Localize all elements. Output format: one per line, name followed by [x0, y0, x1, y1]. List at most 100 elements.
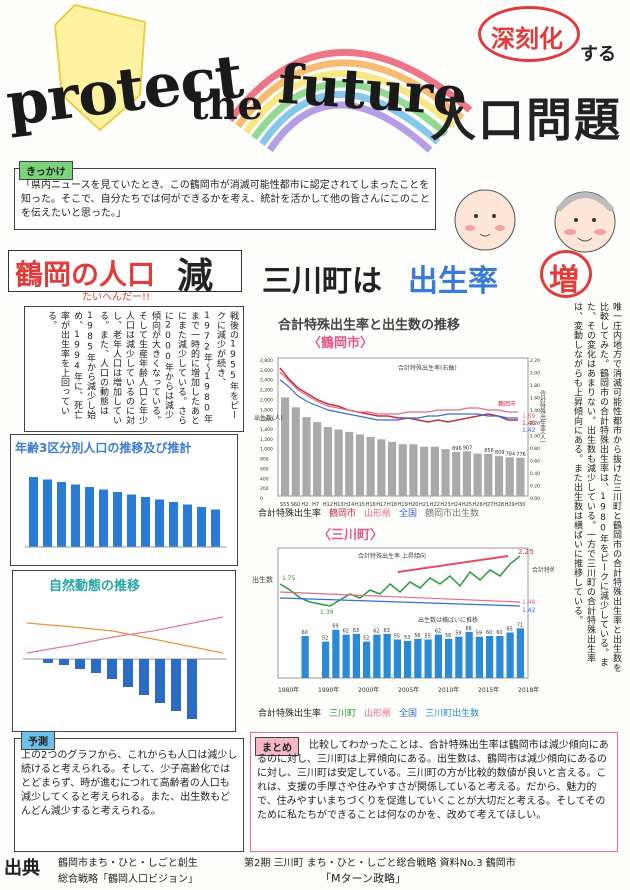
mikawa-bar-label: 52 — [363, 636, 369, 642]
tsuruoka-x-label: H13 — [333, 502, 343, 508]
tsuruoka-birth-bar — [302, 417, 311, 496]
kikkake-label: きっかけ — [19, 161, 73, 180]
dynamics-bar — [155, 659, 165, 703]
mikawa-bar-label: 56 — [445, 633, 451, 639]
mikawa-bar-label: 55 — [425, 634, 431, 640]
mikawa-birth-bar — [434, 634, 442, 678]
tsuruoka-x-label: H15 — [355, 502, 365, 508]
mikawa-bar-label: 60 — [302, 630, 308, 636]
tsuruoka-y-left-tick: 2,600 — [260, 368, 273, 374]
national-rate-line — [279, 379, 518, 421]
tsuruoka-x-label: H14 — [344, 502, 354, 508]
mikawa-birth-bar — [506, 632, 514, 678]
tsuruoka-x-label: H18 — [387, 502, 397, 508]
tsuruoka-x-label: H12 — [323, 502, 333, 508]
tsuruoka-y-left-label: 出生数(人) — [254, 414, 283, 422]
dynamics-bar — [75, 659, 85, 669]
yosoku-label: 予測 — [21, 731, 55, 750]
mikawa-bar-label: 63 — [353, 628, 359, 634]
tsuruoka-y-right-tick: 1.40 — [530, 408, 540, 414]
tsuruoka-x-label: H16 — [366, 502, 376, 508]
mikawa-birth-bar — [496, 636, 504, 678]
mikawa-bar-label: 60 — [486, 630, 492, 636]
tsuruoka-y-left-tick: 0 — [260, 496, 263, 502]
tsuruoka-y-left-tick: 1,000 — [260, 447, 273, 453]
legend-item: 合計特殊出生率 — [258, 709, 322, 719]
mikawa-rate-end: 2.25 — [518, 548, 534, 556]
age-bar — [57, 482, 66, 547]
mikawa-x-label: 2000年 — [358, 686, 379, 694]
tsuruoka-y-right-tick: 1.60 — [530, 396, 540, 402]
tsuruoka-birth-bar — [430, 446, 439, 496]
tsuruoka-birth-bar — [398, 444, 407, 496]
left-column-text: 戦後の1955年をピークに減少が続き、1972年〜1980年まで一時的に増加した… — [46, 311, 238, 425]
shinkoku-badge: 深刻化 — [478, 6, 580, 62]
mikawa-bar-label: 69 — [332, 624, 338, 630]
tsuruoka-x-label: S55 — [280, 502, 290, 508]
tsuruoka-bar-label: 809 — [495, 450, 505, 456]
dynamics-chart-svg — [23, 616, 227, 719]
matome-label: まとめ — [255, 737, 299, 756]
footer-source1: 鶴岡市まち・ひと・しごと創生 — [58, 858, 198, 869]
tsuruoka-birth-bar — [409, 444, 418, 496]
mikawa-birth-bar — [363, 641, 371, 678]
age-bar — [211, 509, 220, 547]
tsuruoka-x-label: H19 — [398, 502, 408, 508]
kikkake-text: 「県内ニュースを見ていたとき、この鶴岡市が消滅可能性都市に認定されてしまったこと… — [21, 180, 430, 219]
tsuruoka-x-label: H30 — [515, 502, 525, 508]
mikawa-birth-bar — [322, 641, 330, 678]
dynamics-bar — [107, 659, 117, 679]
matome-text: 比較してわかったことは、合計特殊出生率は鶴岡市は減少傾向にあるのに対し、三川町は… — [257, 740, 609, 821]
center-chart-title: 合計特殊出生率と出生数の推移 — [278, 318, 461, 333]
age-bar — [113, 492, 122, 547]
tsuruoka-birth-bar — [323, 427, 332, 496]
left-heading-main: 鶴岡の人口 — [15, 258, 156, 291]
dynamics-bar — [91, 659, 101, 673]
tsuruoka-y-left-tick: 1,600 — [260, 417, 273, 423]
tsuruoka-x-label: H2 — [301, 502, 308, 508]
tsuruoka-legend-title: 合計特殊出生率(右軸) — [398, 364, 457, 372]
dynamics-bar — [123, 659, 133, 687]
tsuruoka-birth-bar — [494, 456, 504, 496]
mikawa-rate-start: 1.75 — [282, 575, 296, 582]
mikawa-birth-bar — [414, 638, 422, 678]
legend-item: 合計特殊出生率 — [258, 509, 322, 519]
tsuruoka-birth-bar — [505, 457, 514, 496]
tsuruoka-birth-bar — [355, 434, 365, 496]
legend-item: 鶴岡市 — [329, 509, 357, 519]
tsuruoka-birth-bar — [452, 451, 461, 496]
mikawa-x-label: 1990年 — [318, 686, 339, 694]
yamagata-rate-line — [279, 371, 518, 415]
tsuruoka-city-end: 1.48 — [522, 420, 536, 427]
mikawa-bar-label: 66 — [466, 626, 472, 632]
tsuruoka-rate-line — [279, 367, 518, 423]
tsuruoka-y-left-tick: 800 — [260, 457, 269, 463]
tsuruoka-x-label: H17 — [376, 502, 386, 508]
tsuruoka-y-right-tick: 2.20 — [530, 358, 540, 364]
tsuruoka-birth-bar — [473, 453, 482, 496]
tsuruoka-birth-bar — [334, 429, 343, 496]
mikawa-bar-label: 53 — [404, 635, 410, 641]
legend-item: 三川町 — [329, 709, 357, 719]
center-charts-panel: 合計特殊出生率と出生数の推移 〈鶴岡市〉 896 907 856 809 784 776 … — [248, 310, 554, 730]
age-bar — [71, 484, 80, 547]
tsuruoka-y-left-tick: 1,400 — [260, 427, 273, 433]
right-heading-badge: 増 — [540, 250, 592, 298]
dynamics-bar — [139, 659, 149, 695]
tsuruoka-y-right-label: 合計特殊出生率(人) — [539, 389, 546, 442]
faces-illustration — [454, 189, 616, 253]
kikkake-box: きっかけ 「県内ニュースを見ていたとき、この鶴岡市が消滅可能性都市に認定されてし… — [14, 161, 436, 230]
tsuruoka-x-label: H20 — [408, 502, 418, 508]
tsuruoka-x-label: H29 — [505, 502, 515, 508]
tsuruoka-y-left-tick: 1,800 — [260, 407, 273, 413]
mikawa-birth-bar — [486, 636, 494, 678]
mikawa-bar-label: 71 — [517, 622, 523, 628]
tsuruoka-birth-bar — [484, 453, 493, 496]
matome-box: まとめ 比較してわかったことは、合計特殊出生率は鶴岡市は減少傾向にあるのに対し、… — [250, 732, 618, 852]
mikawa-bar-label: 59 — [455, 631, 461, 637]
mikawa-birth-bar — [424, 639, 432, 678]
age-bar — [141, 497, 150, 547]
dynamics-bar — [171, 659, 181, 711]
tsuruoka-x-label: H27 — [483, 502, 493, 508]
age-chart-title: 年齢3区分別人口の推移及び推計 — [15, 441, 192, 455]
